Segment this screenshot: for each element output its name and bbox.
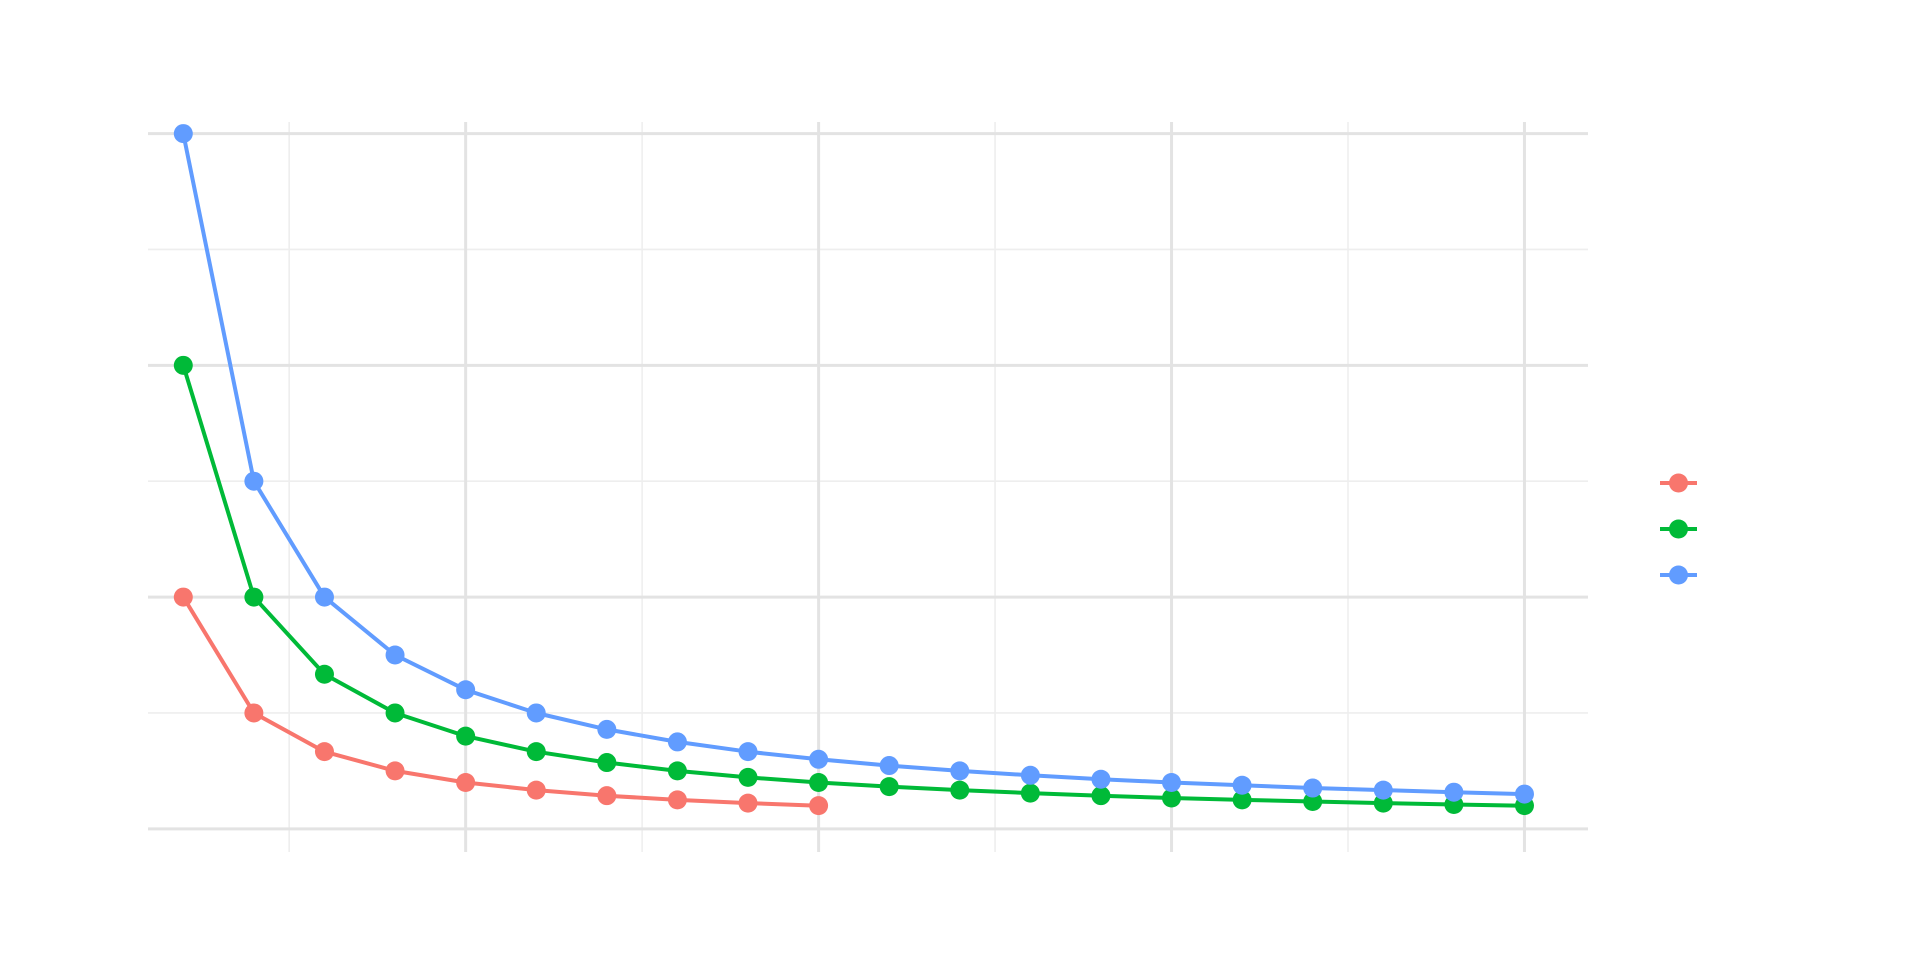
data-point <box>1232 775 1252 795</box>
data-point <box>950 761 970 781</box>
data-point <box>314 742 334 762</box>
data-point <box>1444 782 1464 802</box>
data-point <box>1162 788 1182 808</box>
data-point <box>385 761 405 781</box>
legend-key-2 <box>1660 519 1697 539</box>
data-point <box>1020 783 1040 803</box>
data-point <box>385 703 405 723</box>
data-point <box>1091 786 1111 806</box>
data-point <box>526 780 546 800</box>
legend-key-1 <box>1660 473 1697 493</box>
data-point <box>597 786 617 806</box>
series-line <box>181 363 1527 808</box>
data-point <box>526 703 546 723</box>
data-point <box>456 726 476 746</box>
data-point <box>1091 769 1111 789</box>
data-point <box>667 761 687 781</box>
series-3 <box>173 124 1534 804</box>
data-point <box>738 767 758 787</box>
data-point <box>1232 790 1252 810</box>
data-point <box>879 756 899 776</box>
data-point <box>738 742 758 762</box>
data-point <box>314 664 334 684</box>
data-point <box>244 587 264 607</box>
data-point <box>738 793 758 813</box>
plot-area <box>173 124 1534 816</box>
legend-key-point <box>1669 519 1688 539</box>
data-point <box>173 587 193 607</box>
data-point <box>950 780 970 800</box>
data-point <box>385 645 405 665</box>
data-point <box>597 753 617 773</box>
series-line <box>181 131 1527 797</box>
data-point <box>1303 778 1323 798</box>
series-line <box>181 595 821 808</box>
data-point <box>173 124 193 144</box>
data-point <box>1373 780 1393 800</box>
legend-key-point <box>1669 473 1688 493</box>
data-point <box>597 719 617 739</box>
data-point <box>314 587 334 607</box>
data-point <box>809 796 829 816</box>
series-1 <box>173 587 829 816</box>
data-point <box>667 790 687 810</box>
data-point <box>1303 791 1323 811</box>
data-point <box>244 703 264 723</box>
data-point <box>809 749 829 769</box>
data-point <box>1162 772 1182 792</box>
data-point <box>667 732 687 752</box>
data-point <box>879 777 899 797</box>
data-point <box>809 772 829 792</box>
grid <box>148 122 1588 852</box>
data-point <box>526 742 546 762</box>
legend <box>1660 473 1697 585</box>
data-point <box>1373 793 1393 813</box>
legend-key-3 <box>1660 565 1697 585</box>
data-point <box>456 680 476 700</box>
data-point <box>456 772 476 792</box>
legend-key-point <box>1669 565 1688 585</box>
data-point <box>1020 765 1040 785</box>
series-2 <box>173 355 1534 816</box>
data-point <box>1514 784 1534 804</box>
data-point <box>173 355 193 375</box>
data-point <box>244 471 264 491</box>
